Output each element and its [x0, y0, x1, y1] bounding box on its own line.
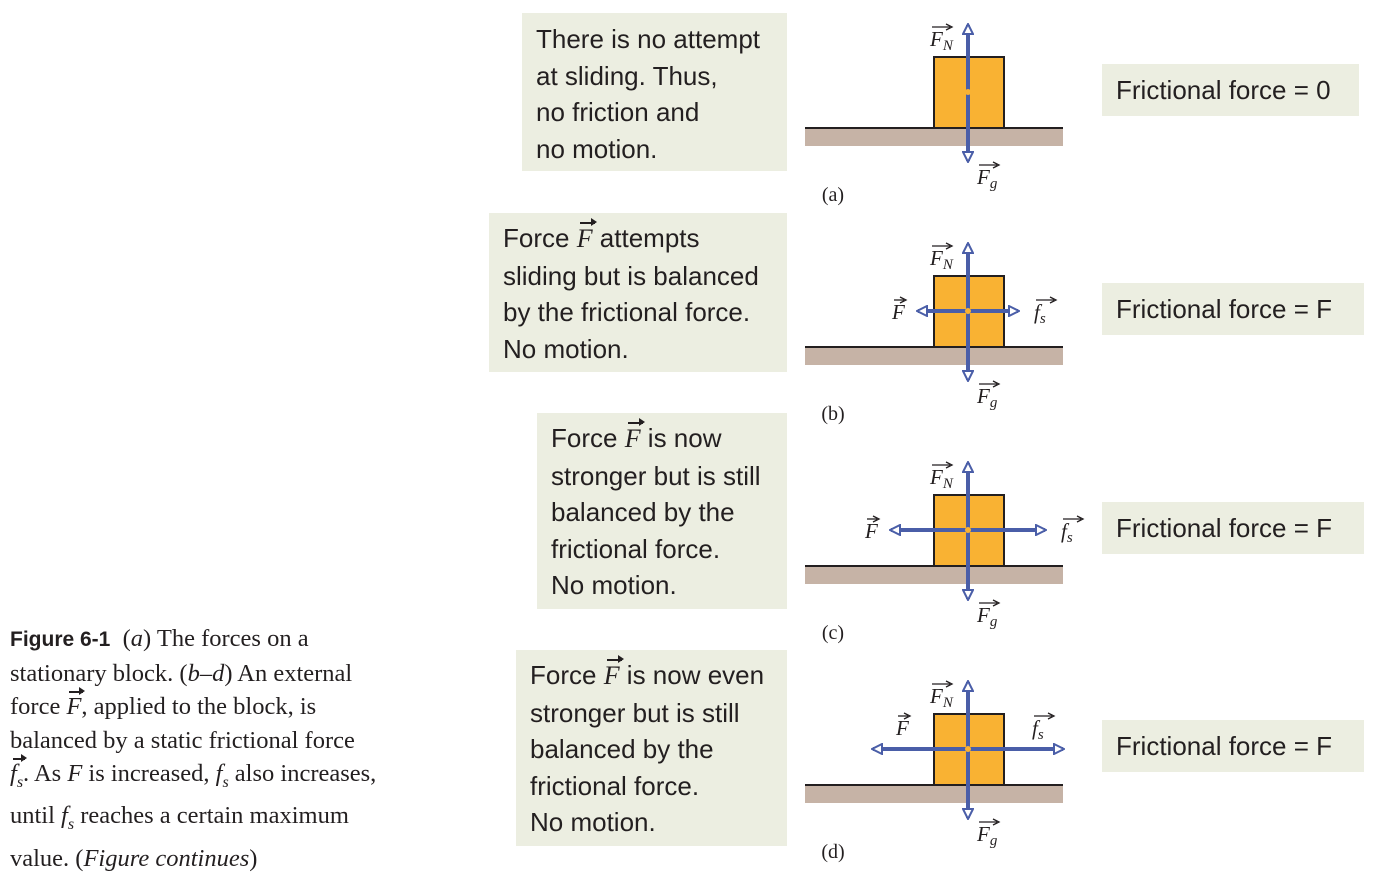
- panel-letter: (b): [821, 403, 844, 425]
- normal-force-label: FN: [929, 27, 954, 54]
- gravity-force-label-head: [992, 380, 1001, 388]
- panel-c-result: Frictional force = F: [1102, 502, 1364, 554]
- panel-b-result: Frictional force = F: [1102, 283, 1364, 335]
- force-vector-symbol: F: [604, 655, 624, 695]
- gravity-force-label: Fg: [976, 384, 998, 411]
- applied-force-label: F: [895, 716, 909, 740]
- floor-surface: [805, 128, 1063, 146]
- gravity-force-label: Fg: [976, 603, 998, 630]
- gravity-force-label-head: [992, 818, 1001, 826]
- floor-surface: [805, 347, 1063, 365]
- gravity-force-label-head: [992, 599, 1001, 607]
- normal-force-label-head: [945, 680, 954, 688]
- panel-d-result: Frictional force = F: [1102, 720, 1364, 772]
- force-vector-symbol: F: [577, 218, 597, 258]
- panel-b-line: No motion.: [503, 333, 629, 364]
- normal-force-label: FN: [929, 246, 954, 273]
- caption-line-6: until fs reaches a certain maximum: [10, 802, 349, 834]
- panel-a-line: at sliding. Thus,: [536, 60, 718, 91]
- gravity-force-label: Fg: [976, 822, 998, 849]
- caption-line-1: Figure 6-1 (a) The forces on a: [10, 625, 309, 652]
- panel-letter: (c): [822, 622, 844, 644]
- caption-line-2: stationary block. (b–d) An external: [10, 659, 353, 687]
- applied-force-label-head: [872, 515, 881, 523]
- caption-force-vector: F: [66, 687, 86, 724]
- normal-force-label-head: [945, 461, 954, 469]
- panel-c-line: stronger but is still: [551, 460, 761, 491]
- force-origin-dot: [965, 308, 971, 314]
- caption-line-3: force F, applied to the block, is: [10, 687, 480, 724]
- normal-force-label: FN: [929, 465, 954, 492]
- friction-force-label-head: [1047, 712, 1056, 720]
- panel-letter: (a): [822, 184, 844, 206]
- normal-force-label: FN: [929, 684, 954, 711]
- friction-force-label: fs: [1032, 716, 1044, 743]
- caption-friction-vector: fs: [10, 753, 28, 799]
- floor-surface: [805, 566, 1063, 584]
- caption-line-4: balanced by a static frictional force: [10, 726, 355, 754]
- gravity-force-label: Fg: [976, 165, 998, 192]
- panel-a-line: There is no attempt: [536, 24, 760, 54]
- applied-force-label: F: [864, 519, 878, 543]
- panel-b-description: Force F attempts sliding but is balanced…: [489, 213, 787, 372]
- panel-d-line-force: Force F is now even: [530, 655, 773, 695]
- applied-force-label-head: [903, 712, 912, 720]
- applied-force-label: F: [891, 300, 905, 324]
- friction-force-label-head: [1049, 296, 1058, 304]
- panel-a-description: There is no attempt at sliding. Thus, no…: [522, 13, 787, 171]
- panel-c-line: balanced by the: [551, 497, 735, 527]
- panel-b-line: by the frictional force.: [503, 297, 751, 327]
- panel-c-line: frictional force.: [551, 533, 721, 564]
- figure-label: Figure 6-1: [10, 628, 111, 651]
- normal-force-label-head: [945, 23, 954, 31]
- panel-a-line: no friction and: [536, 97, 700, 127]
- caption-line-5: fs. As F is increased, fs also increases…: [10, 753, 480, 799]
- panel-d-description: Force F is now even stronger but is stil…: [516, 650, 787, 846]
- caption-line-7: value. (Figure continues): [10, 844, 258, 872]
- friction-force-label-head: [1076, 515, 1085, 523]
- panel-c-line-force: Force F is now: [551, 418, 773, 458]
- floor-surface: [805, 785, 1063, 803]
- panel-b-line-force: Force F attempts: [503, 218, 773, 258]
- panel-d-line: frictional force.: [530, 770, 700, 801]
- normal-force-label-head: [945, 242, 954, 250]
- panel-b-line: sliding but is balanced: [503, 260, 759, 291]
- figure-caption: Figure 6-1 (a) The forces on a stationar…: [10, 622, 480, 875]
- applied-force-label-head: [899, 296, 908, 304]
- force-origin-dot: [965, 89, 971, 95]
- friction-force-label: fs: [1061, 519, 1073, 546]
- panel-letter: (d): [821, 841, 844, 863]
- panel-a-line: no motion.: [536, 133, 658, 164]
- panel-d-line: No motion.: [530, 807, 656, 837]
- force-origin-dot: [965, 746, 971, 752]
- force-vector-symbol: F: [625, 418, 645, 458]
- friction-force-label: fs: [1034, 300, 1046, 327]
- panel-d-line: stronger but is still: [530, 697, 740, 728]
- panel-c-description: Force F is now stronger but is still bal…: [537, 413, 787, 609]
- panel-a-result: Frictional force = 0: [1102, 64, 1359, 116]
- panel-d-line: balanced by the: [530, 734, 714, 764]
- panel-c-line: No motion.: [551, 570, 677, 600]
- gravity-force-label-head: [992, 161, 1001, 169]
- force-origin-dot: [965, 527, 971, 533]
